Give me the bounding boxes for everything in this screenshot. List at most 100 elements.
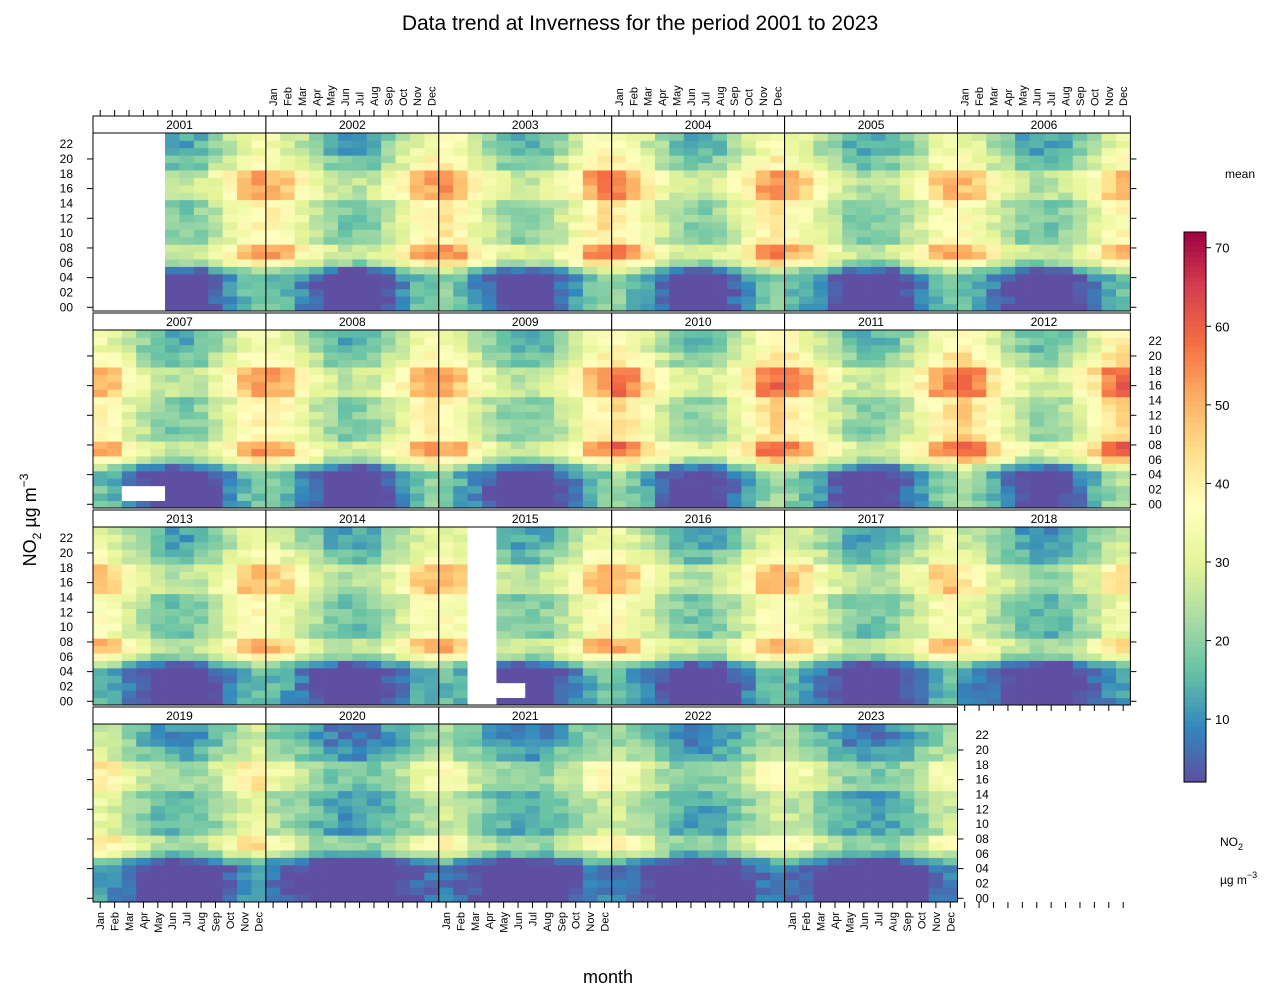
heat-cell — [1029, 411, 1045, 420]
heat-cell — [165, 456, 180, 464]
heat-cell — [626, 690, 641, 698]
heat-cell — [871, 549, 886, 558]
heat-cell — [698, 463, 713, 472]
heat-cell — [899, 344, 915, 353]
heat-cell — [755, 571, 771, 580]
heat-cell — [150, 697, 166, 706]
heat-cell — [885, 192, 901, 201]
heat-cell — [986, 222, 1002, 230]
heat-cell — [453, 534, 469, 543]
heat-cell — [654, 330, 670, 338]
heat-cell-missing — [107, 281, 123, 290]
heat-cell — [193, 296, 209, 304]
heat-cell — [395, 411, 411, 420]
heat-cell — [827, 337, 843, 346]
heat-cell — [366, 660, 382, 669]
heat-cell — [698, 601, 713, 609]
heat-cell — [1058, 389, 1074, 398]
heat-cell — [280, 207, 296, 215]
heat-cell — [986, 344, 1002, 353]
heat-cell — [799, 273, 814, 282]
heat-cell — [683, 556, 699, 565]
heat-cell — [309, 556, 324, 565]
heat-cell — [237, 140, 252, 149]
heat-cell — [165, 229, 180, 238]
heat-cell — [409, 426, 425, 435]
panel-2015: 2015 — [438, 509, 613, 706]
heat-cell — [352, 133, 368, 141]
heat-cell — [193, 541, 209, 550]
heat-cell-missing — [150, 222, 166, 230]
heat-cell — [1101, 229, 1117, 238]
heat-cell — [352, 214, 368, 223]
heat-cell — [755, 527, 771, 535]
heat-cell-missing — [150, 184, 166, 193]
heat-cell — [683, 645, 699, 654]
heat-cell — [208, 470, 224, 479]
heat-cell — [799, 192, 814, 201]
heat-cell — [914, 199, 930, 208]
heat-cell — [611, 426, 627, 435]
heat-cell — [885, 396, 901, 405]
heat-cell — [640, 608, 656, 617]
heat-cell — [683, 222, 699, 230]
heat-cell — [496, 381, 512, 390]
heat-cell — [121, 456, 137, 464]
heat-cell — [165, 645, 180, 654]
heat-cell — [568, 359, 584, 368]
heat-cell — [654, 601, 670, 609]
heat-cell — [770, 441, 785, 450]
heat-cell — [1072, 259, 1088, 267]
heat-cell — [381, 359, 396, 368]
heat-cell — [971, 660, 987, 669]
heat-cell — [914, 389, 930, 398]
heat-cell — [309, 660, 324, 669]
heat-cell — [179, 273, 195, 282]
heat-cell — [453, 660, 469, 669]
heat-cell — [683, 653, 699, 661]
heat-cell — [539, 199, 555, 208]
heat-cell — [496, 616, 512, 624]
heat-cell — [1029, 214, 1045, 223]
heat-cell — [510, 493, 526, 501]
heat-cell-missing — [136, 251, 152, 260]
heat-cell — [381, 448, 396, 457]
heat-cell — [179, 675, 195, 684]
heat-cell-missing — [467, 638, 483, 647]
heat-cell — [265, 259, 281, 267]
heat-cell — [539, 411, 555, 420]
heat-cell — [899, 630, 915, 639]
heat-cell — [1058, 374, 1074, 383]
heat-cell — [467, 207, 483, 215]
heat-cell — [352, 690, 368, 698]
heat-cell — [957, 266, 973, 275]
heat-cell — [107, 601, 123, 609]
heat-cell — [237, 697, 252, 706]
heat-cell — [712, 564, 728, 572]
heat-cell-missing — [93, 288, 108, 297]
heat-cell — [366, 638, 382, 647]
heat-cell — [568, 645, 584, 654]
heat-cell — [222, 608, 238, 617]
heat-cell — [121, 549, 137, 558]
heat-cell — [193, 690, 209, 698]
heat-cell — [438, 207, 454, 215]
heat-cell — [395, 456, 411, 464]
heat-cell — [525, 288, 541, 297]
heat-cell — [409, 623, 425, 632]
heat-cell — [496, 534, 512, 543]
heat-cell — [928, 162, 944, 171]
heat-cell — [1029, 493, 1045, 501]
heat-cell — [626, 638, 641, 647]
heat-cell — [467, 344, 483, 353]
heat-cell — [136, 601, 152, 609]
heat-cell — [770, 330, 785, 338]
heat-cell-missing — [121, 222, 137, 230]
heat-cell — [568, 660, 584, 669]
heat-cell — [121, 608, 137, 617]
heat-cell — [150, 541, 166, 550]
heat-cell-missing — [136, 147, 152, 156]
heat-cell — [741, 534, 757, 543]
heat-cell — [539, 259, 555, 267]
heat-cell — [1058, 367, 1074, 375]
